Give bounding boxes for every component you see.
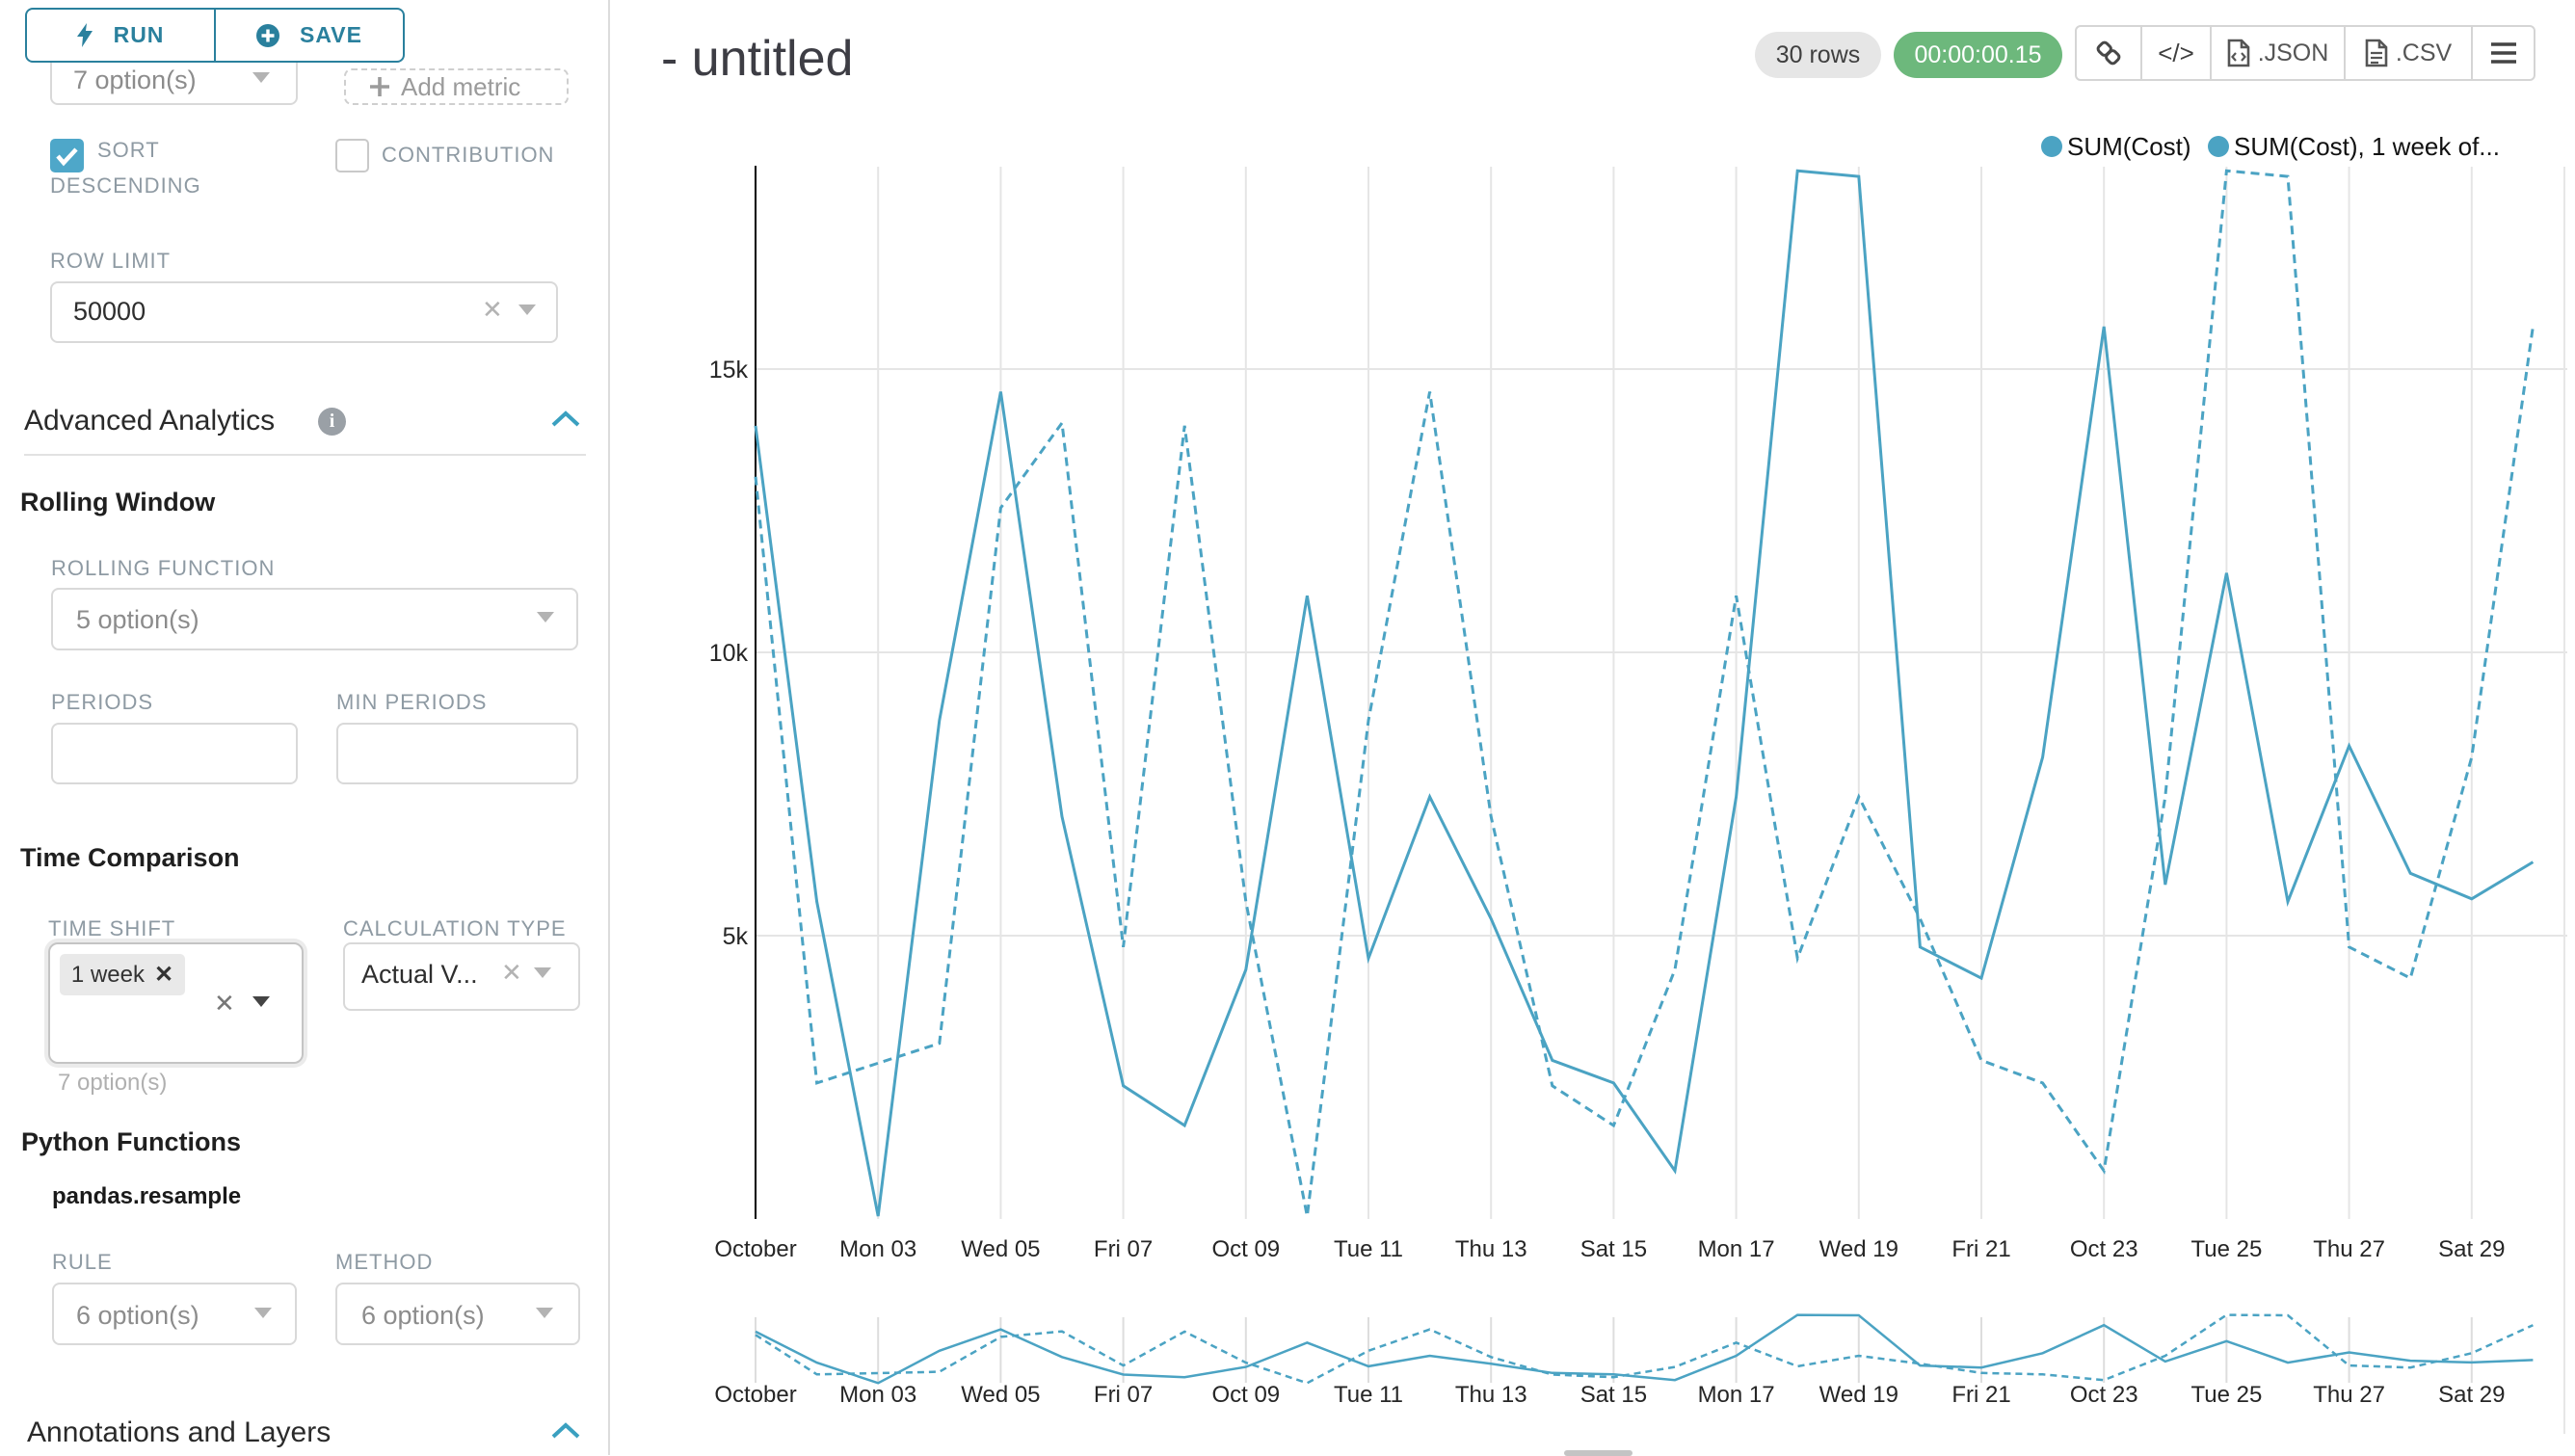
svg-text:Fri 21: Fri 21 [1951,1382,2010,1408]
svg-text:Tue 25: Tue 25 [2190,1236,2262,1262]
svg-text:Oct 09: Oct 09 [1211,1382,1280,1408]
svg-text:Mon 03: Mon 03 [839,1236,916,1262]
svg-text:Sat 29: Sat 29 [2438,1382,2505,1408]
svg-text:Thu 27: Thu 27 [2313,1236,2385,1262]
svg-text:Wed 05: Wed 05 [961,1236,1040,1262]
svg-text:Oct 09: Oct 09 [1211,1236,1280,1262]
svg-text:Sat 15: Sat 15 [1580,1236,1647,1262]
svg-text:SUM(Cost): SUM(Cost) [2067,132,2191,161]
svg-text:Thu 13: Thu 13 [1455,1382,1527,1408]
svg-text:Thu 13: Thu 13 [1455,1236,1527,1262]
svg-text:Tue 11: Tue 11 [1334,1382,1403,1408]
svg-text:Wed 19: Wed 19 [1819,1382,1898,1408]
svg-text:Fri 21: Fri 21 [1951,1236,2010,1262]
svg-text:Fri 07: Fri 07 [1094,1236,1153,1262]
svg-text:Oct 23: Oct 23 [2070,1236,2138,1262]
svg-text:Wed 19: Wed 19 [1819,1236,1898,1262]
svg-text:Wed 05: Wed 05 [961,1382,1040,1408]
svg-text:15k: 15k [709,357,749,384]
svg-text:October: October [714,1382,796,1408]
svg-text:Mon 17: Mon 17 [1698,1236,1775,1262]
svg-text:October: October [714,1236,796,1262]
svg-text:Mon 03: Mon 03 [839,1382,916,1408]
svg-text:SUM(Cost), 1 week of...: SUM(Cost), 1 week of... [2234,132,2500,161]
svg-text:Fri 07: Fri 07 [1094,1382,1153,1408]
svg-text:10k: 10k [709,640,749,667]
svg-text:Sat 15: Sat 15 [1580,1382,1647,1408]
svg-text:Mon 17: Mon 17 [1698,1382,1775,1408]
svg-text:Sat 29: Sat 29 [2438,1236,2505,1262]
svg-text:Tue 25: Tue 25 [2190,1382,2262,1408]
svg-text:Thu 27: Thu 27 [2313,1382,2385,1408]
svg-text:Oct 23: Oct 23 [2070,1382,2138,1408]
svg-text:5k: 5k [723,923,749,950]
svg-text:Tue 11: Tue 11 [1334,1236,1403,1262]
